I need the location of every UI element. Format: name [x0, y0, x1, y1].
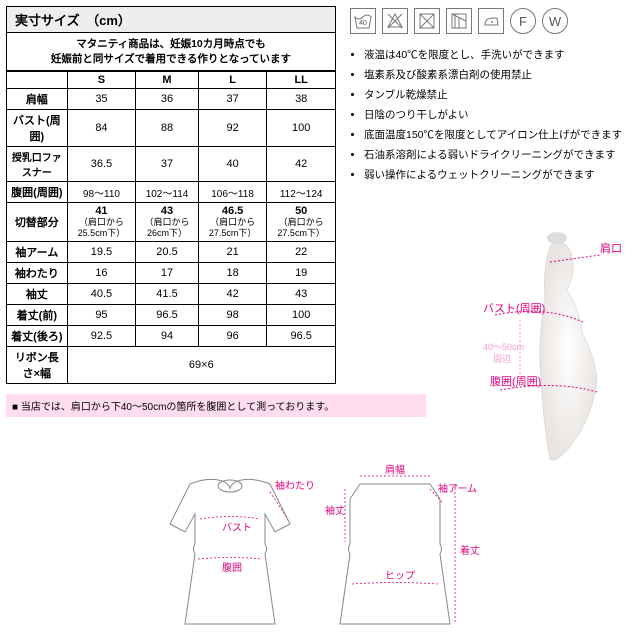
svg-text:袖アーム: 袖アーム [438, 482, 477, 495]
care-instructions: 液温は40℃を限度とし、手洗いができます塩素系及び酸素系漂白剤の使用禁止タンブル… [350, 46, 630, 186]
svg-text:40: 40 [359, 20, 367, 27]
svg-text:ヒップ: ヒップ [385, 570, 415, 582]
svg-text:肩口: 肩口 [600, 241, 622, 255]
garment-diagram: バスト 腹囲 袖わたり 肩幅 袖丈 袖アーム 着丈 ヒップ [130, 464, 510, 634]
bleach-icon [382, 8, 408, 34]
svg-text:腹囲: 腹囲 [222, 561, 242, 574]
dry-icon [446, 8, 472, 34]
wetclean-icon: W [542, 8, 568, 34]
svg-text:腹囲(周囲): 腹囲(周囲) [490, 374, 541, 388]
svg-text:肩幅: 肩幅 [385, 464, 405, 476]
svg-text:周辺: 周辺 [493, 354, 511, 364]
iron-icon [478, 8, 504, 34]
svg-text:袖丈: 袖丈 [325, 504, 345, 517]
svg-text:バスト(周囲): バスト(周囲) [483, 302, 545, 315]
svg-text:着丈: 着丈 [460, 544, 480, 557]
dryclean-icon: F [510, 8, 536, 34]
care-icons-row: 40 F W [350, 8, 568, 34]
size-table-subtitle: マタニティ商品は、妊娠10カ月時点でも妊娠前と同サイズで着用できる作りとなってい… [6, 33, 336, 71]
svg-text:40～50cm: 40～50cm [483, 342, 524, 352]
wash-icon: 40 [350, 8, 376, 34]
mannequin-diagram: 肩口 バスト(周囲) 腹囲(周囲) 40～50cm 周辺 [435, 220, 625, 480]
size-table: SMLLL 肩幅35363738バスト(周囲)848892100授乳口ファスナー… [6, 71, 336, 384]
size-table-title: 実寸サイズ （cm） [6, 6, 336, 33]
svg-text:袖わたり: 袖わたり [275, 479, 315, 492]
tumble-icon [414, 8, 440, 34]
svg-text:バスト: バスト [222, 522, 252, 534]
measurement-note: ■ 当店では、肩口から下40～50cmの箇所を腹囲として測っております。 [6, 394, 426, 417]
